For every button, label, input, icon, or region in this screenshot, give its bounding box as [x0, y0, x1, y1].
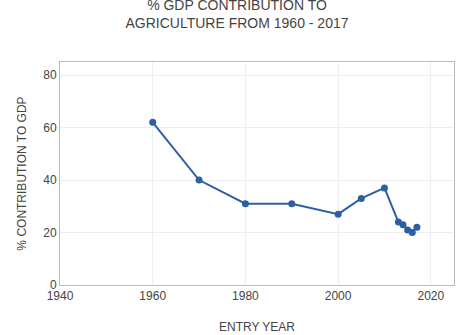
svg-text:1960: 1960 — [139, 289, 166, 303]
svg-text:40: 40 — [43, 173, 57, 187]
svg-text:80: 80 — [43, 68, 57, 82]
svg-text:% GDP CONTRIBUTION TOAGRICULTU: % GDP CONTRIBUTION TOAGRICULTURE FROM 19… — [125, 0, 348, 31]
svg-text:0: 0 — [50, 278, 57, 292]
svg-text:ENTRY YEAR: ENTRY YEAR — [219, 320, 295, 334]
svg-text:20: 20 — [43, 226, 57, 240]
svg-text:60: 60 — [43, 121, 57, 135]
svg-text:1940: 1940 — [47, 289, 74, 303]
svg-text:% CONTRIBUTION TO GDP: % CONTRIBUTION TO GDP — [15, 96, 29, 250]
svg-text:1980: 1980 — [232, 289, 259, 303]
svg-text:2020: 2020 — [417, 289, 444, 303]
svg-text:2000: 2000 — [325, 289, 352, 303]
